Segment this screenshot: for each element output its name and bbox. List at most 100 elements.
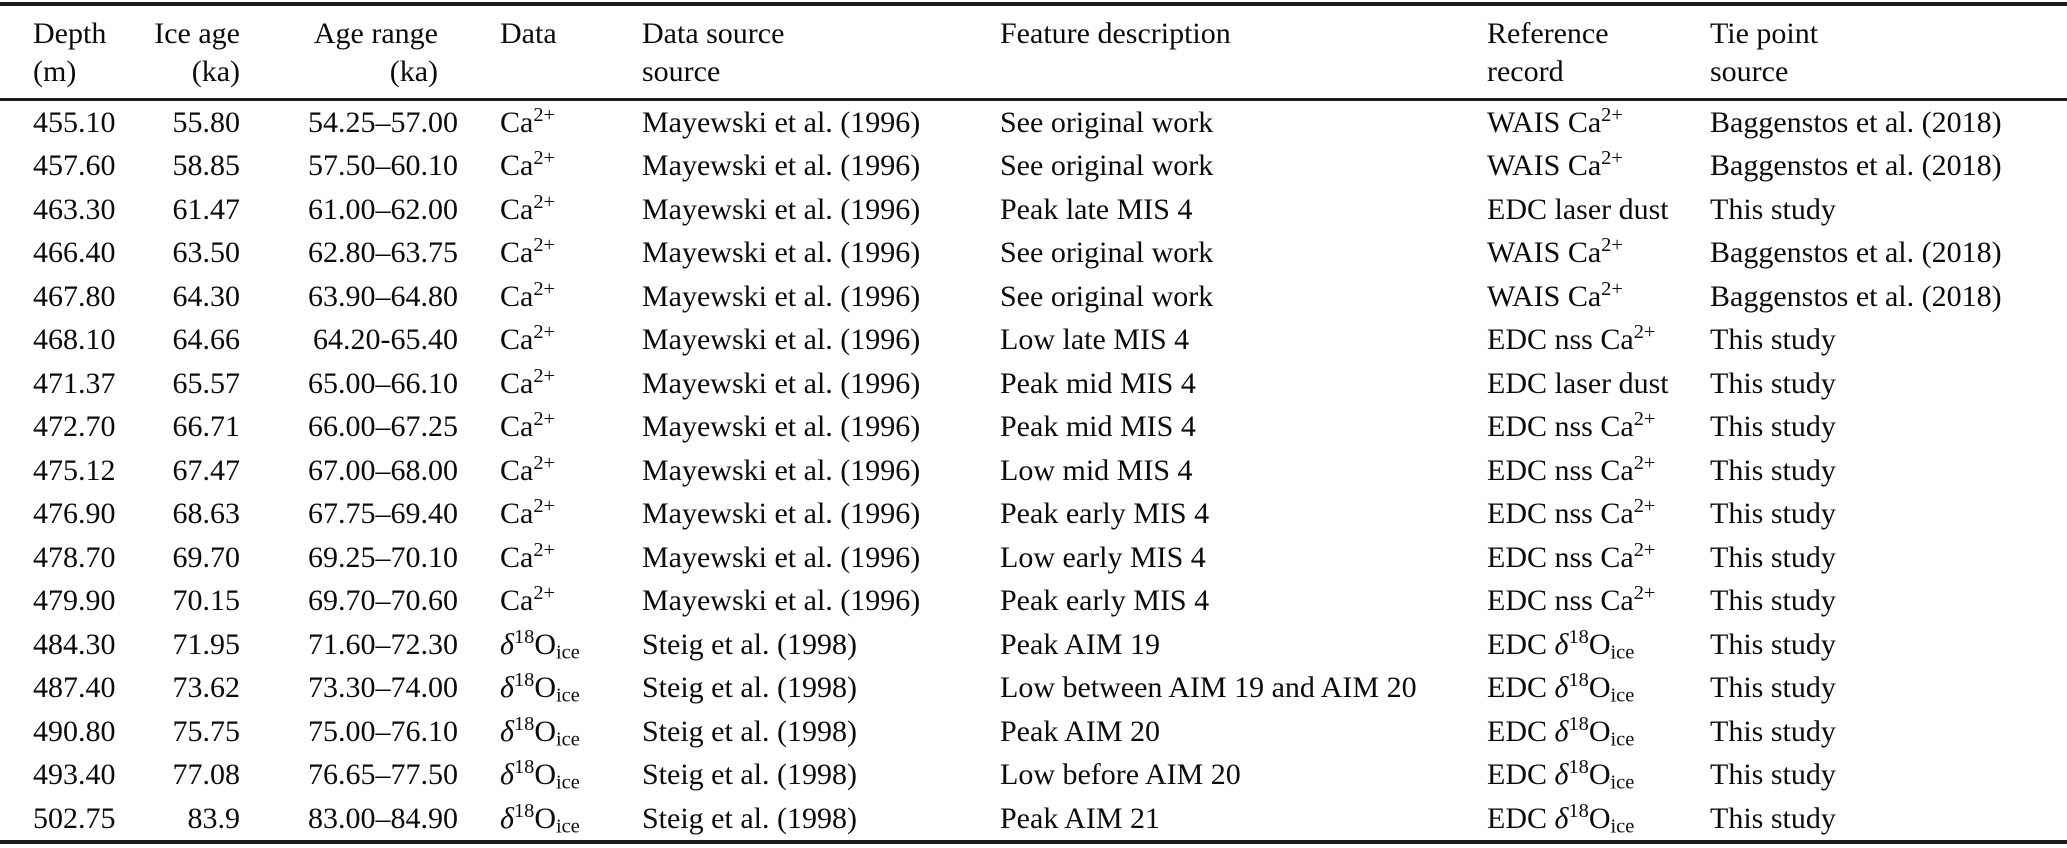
cell-depth: 455.10 xyxy=(33,105,116,139)
cell-feature: See original work xyxy=(1000,105,1214,139)
cell-data: δ18Oice xyxy=(500,755,580,794)
col-header-tie-point-line2: source xyxy=(1710,55,1789,88)
cell-ice_age: 66.71 xyxy=(172,410,241,443)
cell-tie_point: This study xyxy=(1710,192,1836,226)
cell-data: δ18Oice xyxy=(500,625,580,663)
cell-reference: EDC δ18Oice xyxy=(1487,755,1635,794)
cell-data: Ca2+ xyxy=(500,146,556,182)
cell-depth: 471.37 xyxy=(33,366,116,400)
cell-reference: EDC nss Ca2+ xyxy=(1487,451,1656,487)
cell-age_range: 66.00–67.25 xyxy=(308,410,458,443)
cell-depth: 490.80 xyxy=(33,714,116,748)
cell-data_source: Mayewski et al. (1996) xyxy=(642,105,921,139)
cell-age_range: 69.25–70.10 xyxy=(308,540,458,574)
cell-age_range: 57.50–60.10 xyxy=(308,149,458,182)
cell-tie_point: Baggenstos et al. (2018) xyxy=(1710,149,2002,182)
table-row: 493.40 77.08 76.65–77.50 δ18Oice Steig et al… xyxy=(0,753,2067,797)
cell-reference: EDC nss Ca2+ xyxy=(1487,581,1656,617)
cell-age_range: 67.00–68.00 xyxy=(308,453,458,487)
table-row: 502.75 83.9 83.00–84.90 δ18Oice Steig et al.… xyxy=(0,797,2067,843)
cell-reference: WAIS Ca2+ xyxy=(1487,233,1623,269)
cell-age_range: 76.65–77.50 xyxy=(308,758,458,791)
cell-tie_point: This study xyxy=(1710,410,1836,443)
cell-ice_age: 64.30 xyxy=(172,279,241,313)
cell-reference: EDC nss Ca2+ xyxy=(1487,320,1656,356)
cell-ice_age: 68.63 xyxy=(172,497,241,530)
cell-age_range: 75.00–76.10 xyxy=(308,714,458,748)
cell-depth: 467.80 xyxy=(33,279,116,313)
cell-feature: Low early MIS 4 xyxy=(1000,540,1206,574)
cell-reference: EDC laser dust xyxy=(1487,192,1669,226)
cell-age_range: 69.70–70.60 xyxy=(308,584,458,617)
cell-ice_age: 61.47 xyxy=(172,192,241,226)
cell-age_range: 73.30–74.00 xyxy=(308,671,458,704)
cell-feature: Peak early MIS 4 xyxy=(1000,584,1210,617)
cell-feature: Low between AIM 19 and AIM 20 xyxy=(1000,671,1417,704)
cell-data: δ18Oice xyxy=(500,799,580,837)
cell-ice_age: 64.66 xyxy=(172,323,241,356)
col-header-tie-point-line1: Tie point xyxy=(1710,17,1819,50)
cell-age_range: 83.00–84.90 xyxy=(308,801,458,835)
cell-age_range: 63.90–64.80 xyxy=(308,279,458,313)
cell-tie_point: This study xyxy=(1710,323,1836,356)
cell-depth: 502.75 xyxy=(33,801,116,835)
cell-data: Ca2+ xyxy=(500,364,556,400)
table-row: 467.80 64.30 63.90–64.80 Ca2+ Mayewski et al… xyxy=(0,275,2067,319)
cell-depth: 468.10 xyxy=(33,323,116,356)
cell-data_source: Steig et al. (1998) xyxy=(642,671,857,704)
table-row: 476.90 68.63 67.75–69.40 Ca2+ Mayewski et al… xyxy=(0,492,2067,536)
cell-data_source: Mayewski et al. (1996) xyxy=(642,323,921,356)
cell-data: Ca2+ xyxy=(500,538,556,574)
col-header-data-line1: Data xyxy=(500,17,557,50)
cell-ice_age: 77.08 xyxy=(172,758,241,791)
cell-tie_point: Baggenstos et al. (2018) xyxy=(1710,236,2002,269)
cell-data_source: Mayewski et al. (1996) xyxy=(642,236,921,269)
col-header-data-source-line1: Data source xyxy=(642,17,785,50)
cell-age_range: 62.80–63.75 xyxy=(308,236,458,269)
col-header-feature: Feature description xyxy=(1000,4,1487,101)
col-header-depth-line1: Depth xyxy=(33,17,107,50)
col-header-tie-point: Tie point source xyxy=(1710,4,2067,101)
cell-depth: 472.70 xyxy=(33,410,116,443)
col-header-age-range: Age range (ka) xyxy=(245,4,465,101)
cell-tie_point: This study xyxy=(1710,801,1836,835)
cell-feature: See original work xyxy=(1000,149,1214,182)
table-row: 468.10 64.66 64.20-65.40 Ca2+ Mayewski et al… xyxy=(0,318,2067,362)
table-row: 475.12 67.47 67.00–68.00 Ca2+ Mayewski et al… xyxy=(0,449,2067,493)
cell-feature: Peak AIM 19 xyxy=(1000,627,1160,661)
cell-tie_point: This study xyxy=(1710,584,1836,617)
table-row: 471.37 65.57 65.00–66.10 Ca2+ Mayewski et al… xyxy=(0,362,2067,406)
table-body: 455.10 55.80 54.25–57.00 Ca2+ Mayewski et al… xyxy=(0,99,2067,842)
cell-reference: WAIS Ca2+ xyxy=(1487,103,1623,139)
cell-reference: EDC nss Ca2+ xyxy=(1487,538,1656,574)
table-row: 478.70 69.70 69.25–70.10 Ca2+ Mayewski et al… xyxy=(0,536,2067,580)
cell-depth: 484.30 xyxy=(33,627,116,661)
cell-ice_age: 69.70 xyxy=(172,540,241,574)
cell-ice_age: 73.62 xyxy=(172,671,241,704)
cell-data: δ18Oice xyxy=(500,668,580,707)
cell-depth: 487.40 xyxy=(33,671,116,704)
cell-age_range: 67.75–69.40 xyxy=(308,497,458,530)
cell-feature: See original work xyxy=(1000,279,1214,313)
cell-feature: Low before AIM 20 xyxy=(1000,758,1241,791)
cell-feature: Low mid MIS 4 xyxy=(1000,453,1193,487)
cell-data_source: Mayewski et al. (1996) xyxy=(642,584,921,617)
cell-reference: EDC δ18Oice xyxy=(1487,712,1635,750)
cell-reference: EDC δ18Oice xyxy=(1487,625,1635,663)
cell-data: δ18Oice xyxy=(500,712,580,750)
cell-tie_point: Baggenstos et al. (2018) xyxy=(1710,279,2002,313)
cell-reference: EDC nss Ca2+ xyxy=(1487,494,1656,530)
cell-data: Ca2+ xyxy=(500,233,556,269)
table-row: 466.40 63.50 62.80–63.75 Ca2+ Mayewski et al… xyxy=(0,231,2067,275)
cell-data_source: Mayewski et al. (1996) xyxy=(642,540,921,574)
cell-depth: 478.70 xyxy=(33,540,116,574)
cell-ice_age: 71.95 xyxy=(172,627,241,661)
col-header-data: Data xyxy=(465,4,640,101)
col-header-reference-line2: record xyxy=(1487,55,1564,88)
header-row: Depth (m) Ice age (ka) Age range (ka) Da… xyxy=(0,4,2067,101)
cell-data_source: Mayewski et al. (1996) xyxy=(642,279,921,313)
table-row: 457.60 58.85 57.50–60.10 Ca2+ Mayewski et al… xyxy=(0,144,2067,188)
cell-data_source: Mayewski et al. (1996) xyxy=(642,192,921,226)
cell-depth: 457.60 xyxy=(33,149,116,182)
